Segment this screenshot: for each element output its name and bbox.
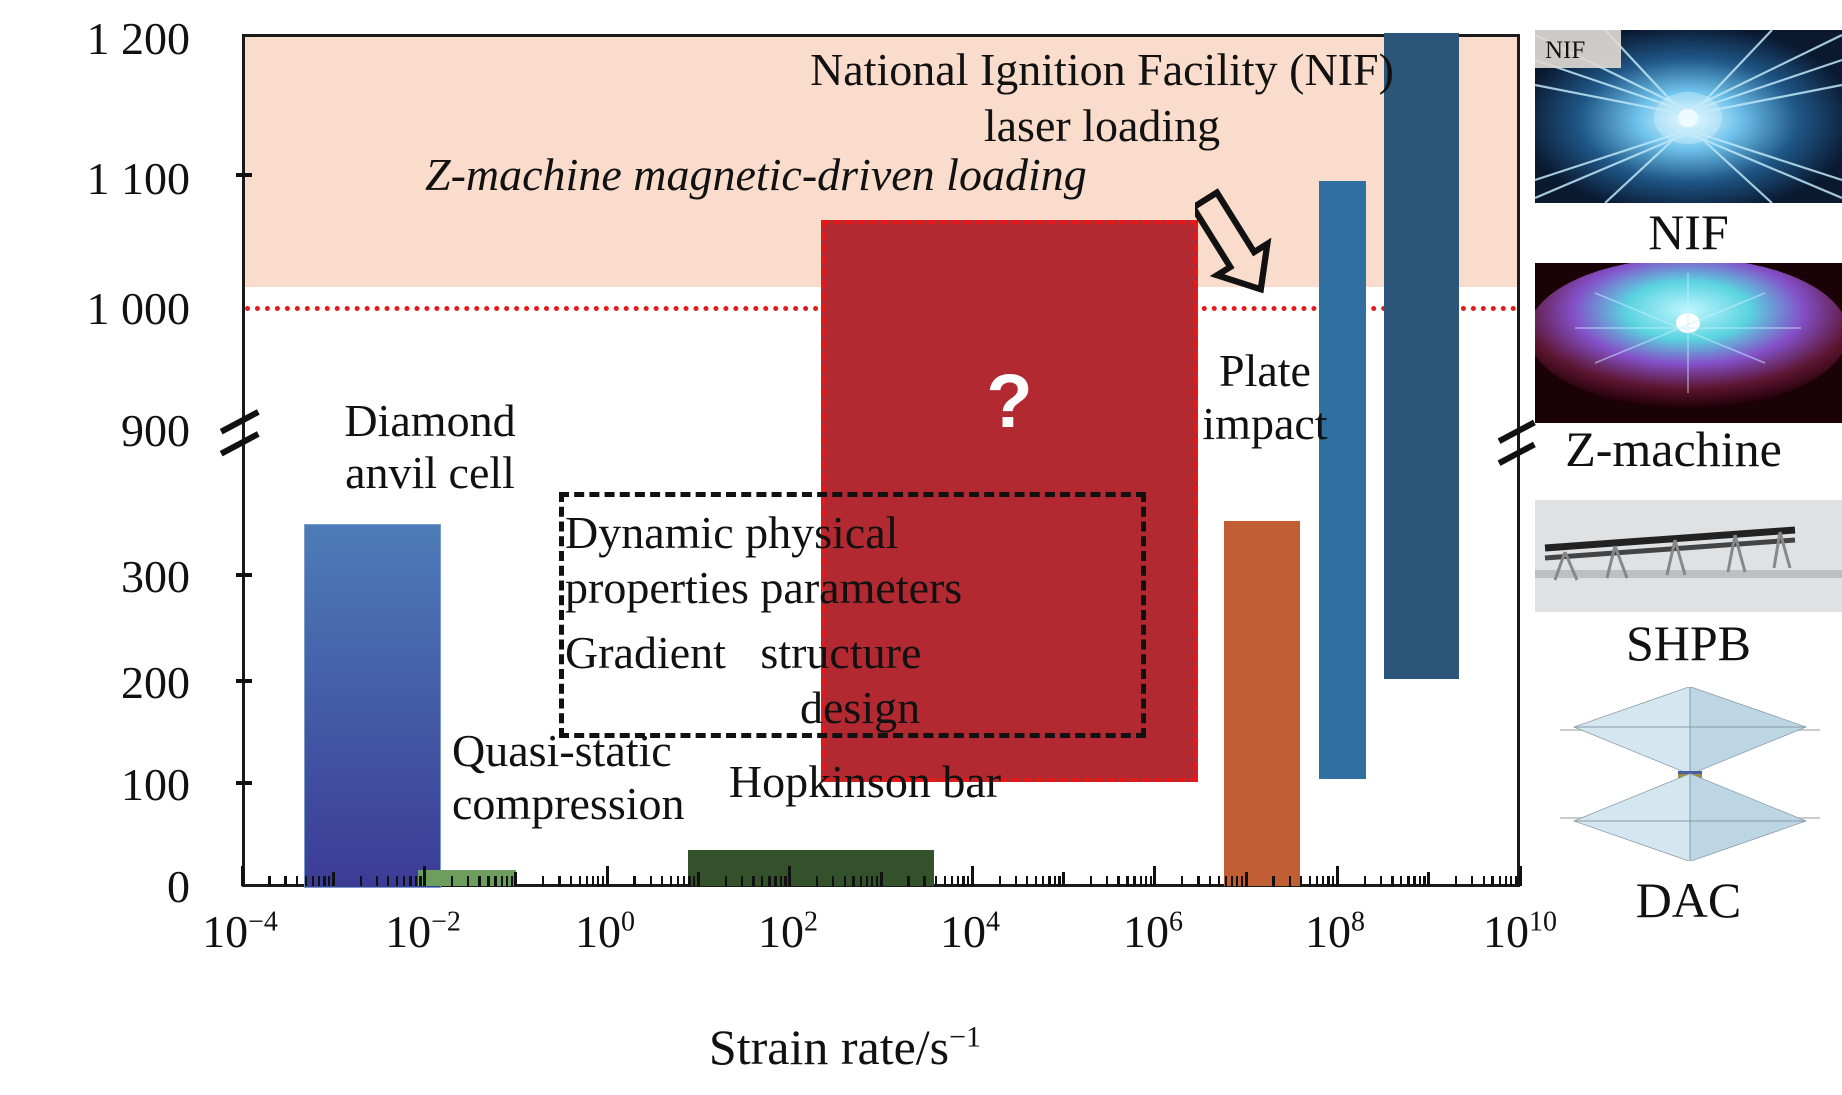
svg-text:NIF: NIF: [1545, 37, 1585, 64]
